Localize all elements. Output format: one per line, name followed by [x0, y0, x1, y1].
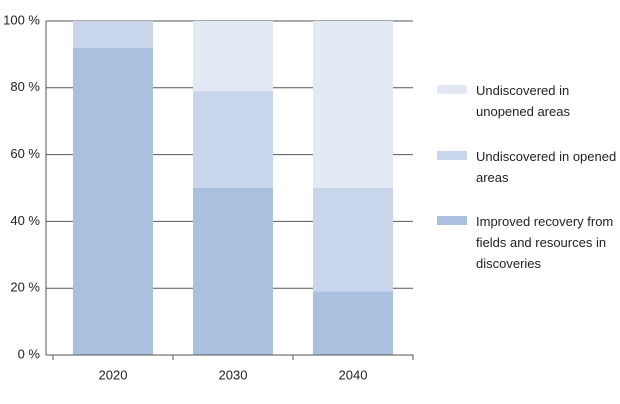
- legend-label: Undiscovered in unopened areas: [476, 83, 570, 119]
- y-tick-label: 40 %: [10, 213, 40, 228]
- legend-item: Undiscovered in opened areas: [437, 146, 620, 188]
- bar-segment: [313, 291, 393, 355]
- legend-item: Improved recovery from fields and resour…: [437, 211, 620, 274]
- legend-swatch: [437, 151, 467, 160]
- bar-segment: [193, 21, 273, 92]
- x-tick-label: 2020: [99, 367, 128, 382]
- legend-item: Undiscovered in unopened areas: [437, 80, 620, 122]
- legend-swatch: [437, 216, 467, 225]
- bar-segment: [313, 188, 393, 292]
- y-tick-label: 80 %: [10, 79, 40, 94]
- y-tick-label: 20 %: [10, 280, 40, 295]
- bar-segment: [73, 47, 153, 355]
- legend-swatch: [437, 85, 467, 94]
- y-tick-label: 100 %: [3, 12, 40, 27]
- x-tick-label: 2040: [339, 367, 368, 382]
- bar-segment: [193, 91, 273, 188]
- y-tick-label: 60 %: [10, 146, 40, 161]
- bar-segment: [73, 21, 153, 48]
- legend-label: Improved recovery from fields and resour…: [476, 214, 614, 271]
- y-tick-label: 0 %: [18, 346, 41, 361]
- bar-segment: [313, 21, 393, 188]
- legend-label: Undiscovered in opened areas: [476, 149, 617, 185]
- x-tick-label: 2030: [219, 367, 248, 382]
- bar-segment: [193, 188, 273, 355]
